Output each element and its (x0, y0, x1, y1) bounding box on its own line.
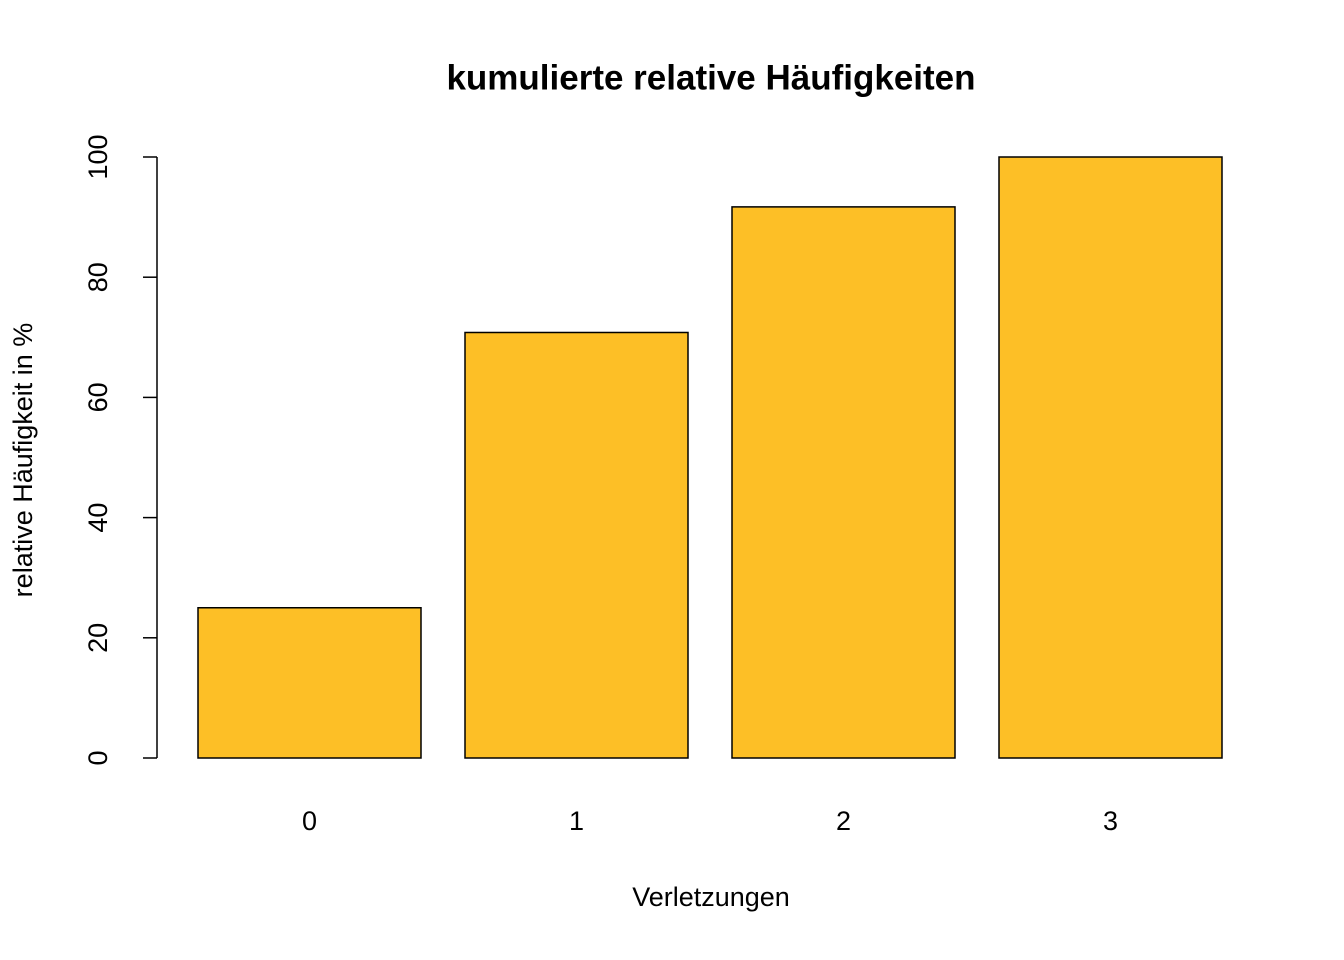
bar (998, 156, 1223, 759)
x-tick-label: 0 (302, 806, 317, 836)
x-axis-label: Verletzungen (632, 882, 790, 912)
y-tick-label: 20 (83, 623, 113, 653)
x-tick-label: 1 (569, 806, 584, 836)
y-tick-label: 80 (83, 262, 113, 292)
y-axis-label: relative Häufigkeit in % (8, 323, 38, 598)
y-tick-label: 40 (83, 503, 113, 533)
bar (197, 607, 422, 759)
bar (731, 206, 956, 759)
y-tick-label: 0 (83, 750, 113, 765)
bar (464, 331, 689, 759)
x-tick-label: 3 (1103, 806, 1118, 836)
y-tick-label: 60 (83, 382, 113, 412)
x-tick-label: 2 (836, 806, 851, 836)
y-tick-label: 100 (83, 134, 113, 179)
chart-title: kumulierte relative Häufigkeiten (446, 58, 975, 97)
